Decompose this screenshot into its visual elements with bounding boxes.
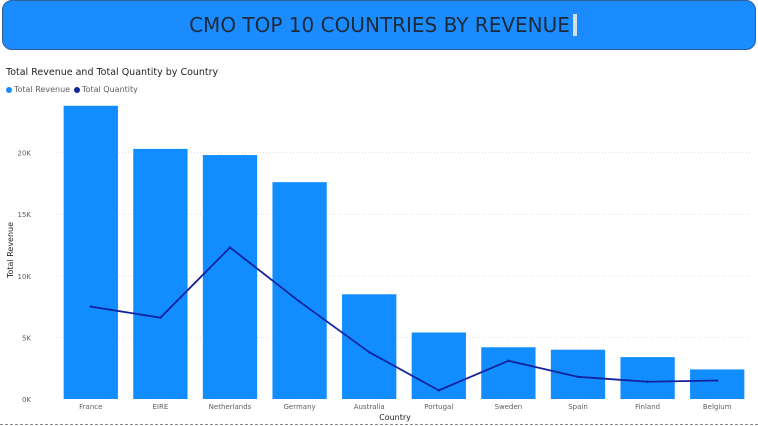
bar-portugal[interactable] — [411, 332, 466, 399]
y-tick-label: 10K — [18, 273, 32, 281]
y-tick-label: 20K — [18, 150, 32, 158]
x-tick-label: EIRE — [153, 403, 169, 411]
quantity-point[interactable] — [89, 305, 93, 308]
page-title: CMO TOP 10 COUNTRIES BY REVENUE — [189, 13, 570, 37]
y-axis-title: Total Revenue — [6, 222, 15, 279]
quantity-point[interactable] — [716, 379, 719, 382]
quantity-point[interactable] — [159, 316, 162, 319]
quantity-point[interactable] — [507, 359, 510, 363]
chart-legend: Total Revenue Total Quantity — [6, 85, 138, 94]
x-tick-label: Spain — [568, 403, 588, 411]
title-banner: CMO TOP 10 COUNTRIES BY REVENUE — [2, 0, 756, 50]
bar-spain[interactable] — [550, 349, 606, 399]
quantity-point[interactable] — [368, 350, 371, 354]
bar-france[interactable] — [63, 105, 118, 399]
bar-australia[interactable] — [342, 294, 397, 399]
quantity-point[interactable] — [228, 246, 232, 249]
quantity-line — [90, 246, 718, 392]
legend-marker-revenue — [6, 86, 12, 93]
x-tick-label: Australia — [354, 403, 385, 411]
legend-label-revenue: Total Revenue — [14, 85, 71, 94]
text-cursor — [572, 14, 577, 36]
x-axis-title: Country — [379, 413, 411, 422]
page-divider — [0, 424, 758, 425]
x-tick-label: France — [79, 403, 102, 411]
bar-belgium[interactable] — [690, 369, 745, 399]
legend-item-quantity[interactable]: Total Quantity — [74, 85, 138, 94]
y-tick-label: 15K — [18, 211, 32, 219]
y-tick-label: 0K — [22, 396, 31, 404]
chart-title: Total Revenue and Total Quantity by Coun… — [6, 67, 219, 78]
x-tick-label: Finland — [635, 403, 660, 411]
legend-label-quantity: Total Quantity — [82, 85, 138, 94]
quantity-point[interactable] — [298, 300, 301, 303]
quantity-point[interactable] — [437, 389, 440, 392]
x-tick-label: Sweden — [495, 403, 523, 411]
quantity-point[interactable] — [646, 380, 649, 383]
quantity-point[interactable] — [576, 375, 580, 379]
x-tick-label: Germany — [284, 403, 316, 411]
bar-sweden[interactable] — [481, 347, 536, 399]
legend-item-revenue[interactable]: Total Revenue — [6, 85, 70, 94]
x-tick-label: Portugal — [424, 403, 453, 411]
bar-eire[interactable] — [133, 148, 188, 399]
y-tick-label: 5K — [22, 334, 31, 342]
bar-netherlands[interactable] — [202, 155, 258, 399]
x-tick-label: Netherlands — [209, 403, 252, 411]
x-tick-label: Belgium — [703, 403, 732, 411]
bar-finland[interactable] — [620, 357, 675, 399]
bar-germany[interactable] — [272, 182, 327, 399]
legend-marker-quantity — [74, 86, 81, 93]
